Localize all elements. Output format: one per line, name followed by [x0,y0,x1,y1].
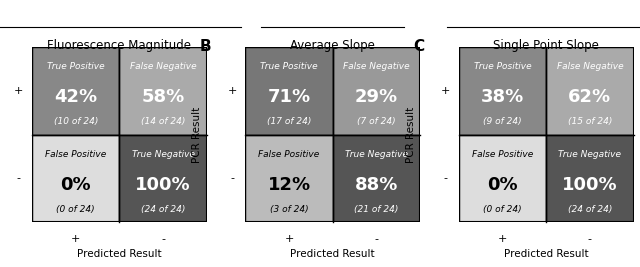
Bar [546,135,634,222]
Text: (14 of 24): (14 of 24) [141,117,186,126]
Text: (0 of 24): (0 of 24) [483,205,522,214]
Text: 12%: 12% [268,176,310,194]
Text: +: + [284,234,294,244]
Text: (21 of 24): (21 of 24) [355,205,399,214]
Text: False Positive: False Positive [472,150,533,159]
Text: False Positive: False Positive [45,150,106,159]
Text: (3 of 24): (3 of 24) [270,205,308,214]
Text: (24 of 24): (24 of 24) [141,205,186,214]
Text: -: - [17,174,21,183]
Text: 42%: 42% [54,88,97,106]
Text: (0 of 24): (0 of 24) [56,205,95,214]
Text: +: + [441,86,451,96]
Text: True Positive: True Positive [47,62,104,71]
Text: 0%: 0% [487,176,518,194]
Text: True Positive: True Positive [260,62,318,71]
Text: Fluorescence Magnitude: Fluorescence Magnitude [47,39,191,52]
Text: True Positive: True Positive [474,62,531,71]
Text: False Negative: False Negative [343,62,410,71]
Text: (10 of 24): (10 of 24) [54,117,98,126]
Text: 0%: 0% [60,176,91,194]
Bar [546,48,634,135]
Text: Predicted Result: Predicted Result [77,249,162,258]
Text: B: B [200,39,211,54]
Text: Single Point Slope: Single Point Slope [493,39,599,52]
Bar [333,48,420,135]
Text: -: - [161,234,165,244]
Text: 88%: 88% [355,176,398,194]
Bar [32,135,120,222]
Bar [120,135,207,222]
Text: (17 of 24): (17 of 24) [267,117,311,126]
Text: Predicted Result: Predicted Result [504,249,588,258]
Text: True Negative: True Negative [558,150,621,159]
Text: 100%: 100% [135,176,191,194]
Text: -: - [230,174,234,183]
Text: -: - [444,174,447,183]
Text: PCR Result: PCR Result [192,107,202,163]
Text: +: + [14,86,24,96]
Bar [245,48,333,135]
Text: 62%: 62% [568,88,611,106]
Text: -: - [374,234,378,244]
Text: Average Slope: Average Slope [291,39,375,52]
Bar [32,48,120,135]
Text: +: + [498,234,507,244]
Text: True Negative: True Negative [345,150,408,159]
Bar [245,135,333,222]
Text: C: C [413,39,424,54]
Text: True Negative: True Negative [132,150,195,159]
Text: False Negative: False Negative [557,62,623,71]
Text: Predicted Result: Predicted Result [291,249,375,258]
Text: -: - [588,234,592,244]
Text: (15 of 24): (15 of 24) [568,117,612,126]
Text: +: + [228,86,237,96]
Text: False Positive: False Positive [259,150,320,159]
Text: (9 of 24): (9 of 24) [483,117,522,126]
Text: +: + [71,234,81,244]
Text: 38%: 38% [481,88,524,106]
Bar [120,48,207,135]
Text: 58%: 58% [141,88,185,106]
Text: PCR Result: PCR Result [406,107,415,163]
Bar [459,48,546,135]
Text: False Negative: False Negative [130,62,196,71]
Text: (7 of 24): (7 of 24) [357,117,396,126]
Bar [459,135,546,222]
Text: 71%: 71% [268,88,310,106]
Bar [333,135,420,222]
Text: 29%: 29% [355,88,398,106]
Text: 100%: 100% [562,176,618,194]
Text: (24 of 24): (24 of 24) [568,205,612,214]
